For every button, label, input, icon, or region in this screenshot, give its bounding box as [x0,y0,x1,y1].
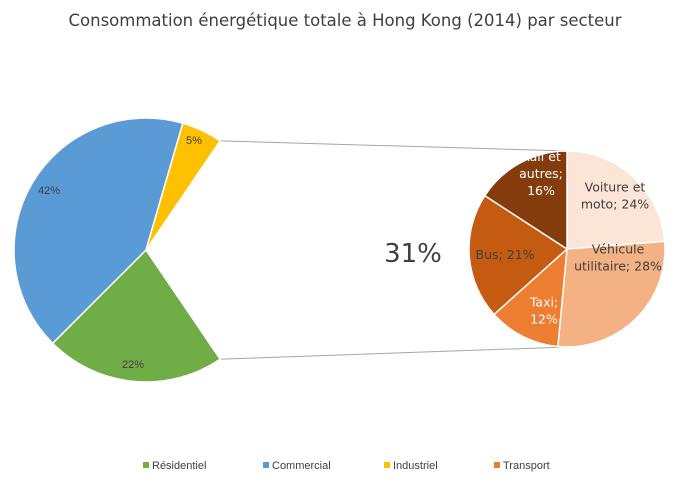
legend-item-residentiel: Résidentiel [143,460,206,472]
legend-label: Commercial [272,460,331,472]
data-label-vehicule-utilitaire: Véhicule utilitaire; 28% [574,242,662,274]
transport-breakdown-pie: Voiture et moto; 24% Véhicule utilitaire; 2… [468,149,666,348]
data-label-voiture-et-moto: Voiture et moto; 24% [581,180,649,212]
legend-swatch [494,462,500,468]
legend: Résidentiel Commercial Industriel Transport [143,460,550,472]
slice-taxi [492,247,568,348]
legend-item-industriel: Industriel [384,460,438,472]
slice-residentiel [51,248,222,383]
slice-voiture-et-moto [566,150,666,250]
legend-swatch [263,462,269,468]
data-label-commercial: 42% [38,185,60,197]
legend-swatch [143,462,149,468]
slice-industriel [145,122,222,251]
data-label-residentiel: 22% [122,359,144,371]
connector-bottom [220,346,568,360]
data-label-taxi: Taxi; 12% [529,295,558,327]
legend-swatch [384,462,390,468]
slice-commercial [13,117,184,345]
legend-label: Industriel [393,460,438,472]
legend-item-transport: Transport [494,460,550,472]
main-pie: 22% 42% 5% [13,117,222,383]
slice-rail-et-autres [483,150,568,251]
data-label-bus: Bus; 21% [476,247,535,262]
connector-top [220,140,568,152]
slice-bus [468,194,569,316]
chart-title: Consommation énergétique totale à Hong K… [69,11,622,30]
connector-lines [220,140,568,360]
legend-label: Résidentiel [152,460,206,472]
legend-label: Transport [503,460,550,472]
data-label-rail-et-autres: Rail et autres; 16% [519,149,563,198]
slice-vehicule-utilitaire [557,240,666,348]
legend-item-commercial: Commercial [263,460,331,472]
data-label-industriel: 5% [186,135,202,147]
transport-share-label: 31% [384,239,442,269]
